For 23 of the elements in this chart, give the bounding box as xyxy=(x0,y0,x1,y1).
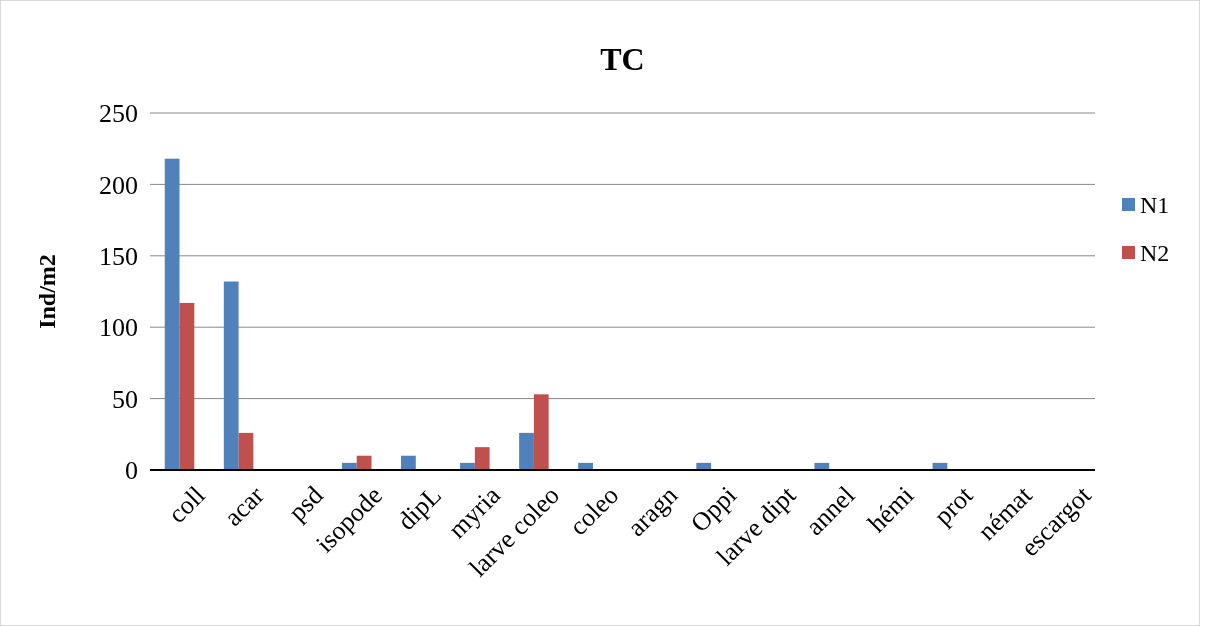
x-tick-label: coleo xyxy=(563,480,625,541)
bar xyxy=(238,432,254,470)
legend-label: N1 xyxy=(1140,192,1170,219)
y-tick-label: 250 xyxy=(99,99,138,129)
bar xyxy=(223,281,239,470)
bar xyxy=(474,447,490,470)
bar xyxy=(401,455,416,470)
bar xyxy=(533,394,549,470)
x-tick-label: acar xyxy=(218,480,270,532)
legend-label: N2 xyxy=(1140,240,1170,267)
y-tick-label: 100 xyxy=(99,313,138,343)
chart-title: TC xyxy=(600,41,645,77)
y-tick-label: 50 xyxy=(112,384,138,414)
y-tick-label: 0 xyxy=(125,456,138,486)
y-axis-title: Ind/m2 xyxy=(34,254,60,329)
bar xyxy=(179,302,195,470)
x-tick-label: prot xyxy=(928,480,979,531)
x-tick-label: dipL xyxy=(391,480,447,536)
bar xyxy=(519,432,534,470)
y-tick-label: 150 xyxy=(99,241,138,271)
x-tick-label: coll xyxy=(162,480,211,529)
y-tick-label: 200 xyxy=(99,170,138,200)
bar xyxy=(164,158,180,470)
